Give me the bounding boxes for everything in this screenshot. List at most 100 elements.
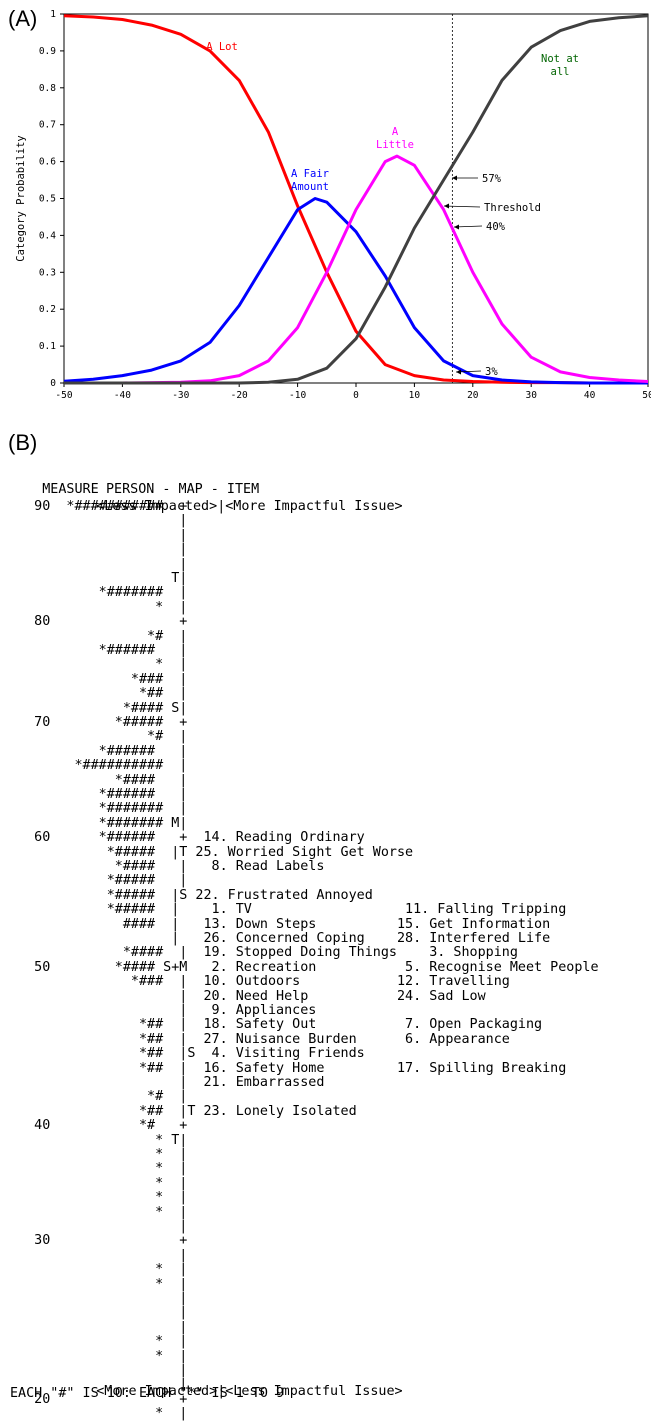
- less-impactful-label: <Less Impactful Issue>: [225, 1384, 403, 1400]
- map-row: | 9. Appliances: [10, 1003, 317, 1018]
- arrowhead-icon: [456, 369, 461, 375]
- map-title-row: MEASURE PERSON - MAP - ITEM: [10, 470, 259, 510]
- map-row: 90 *########### +: [10, 499, 188, 514]
- series-label: Little: [376, 139, 414, 151]
- map-row: |: [10, 1319, 188, 1335]
- map-title: PERSON - MAP - ITEM: [106, 482, 260, 498]
- y-tick-label: 1: [50, 9, 56, 20]
- map-row: 80 +: [10, 614, 188, 630]
- map-row: |: [10, 1305, 188, 1321]
- map-row: *#### |: [10, 772, 188, 788]
- map-row: 30 +: [10, 1233, 188, 1249]
- series-line: [64, 154, 649, 385]
- panel-b-label: (B): [8, 430, 38, 455]
- map-row: * |: [10, 657, 188, 673]
- series-line: [63, 197, 648, 385]
- map-row: | 26. Concerned Coping 28. Interfered Li…: [10, 931, 551, 946]
- x-tick-label: -50: [55, 390, 72, 401]
- map-row: *## | 18. Safety Out 7. Open Packaging: [10, 1017, 543, 1033]
- map-row: 70 *##### +: [10, 715, 188, 730]
- y-tick-label: 0: [50, 378, 56, 389]
- map-row: *## |T 23. Lonely Isolated: [10, 1103, 357, 1119]
- x-tick-label: 10: [409, 390, 421, 401]
- series-label: A Lot: [206, 41, 238, 53]
- arrowhead-icon: [444, 203, 449, 209]
- map-row: |: [10, 1363, 188, 1378]
- map-row: 40 *# +: [10, 1118, 188, 1134]
- map-row: *## |: [10, 686, 188, 702]
- map-row: 50 *#### S+M 2. Recreation 5. Recognise …: [10, 959, 599, 975]
- y-axis-label: Category Probability: [15, 135, 27, 261]
- map-row: * |: [10, 1175, 188, 1191]
- map-row: * |: [10, 1147, 188, 1162]
- map-row: * |: [10, 1262, 188, 1278]
- y-tick-label: 0.6: [39, 157, 56, 168]
- map-footer: <More Impacted>|<Less Impactful Issue>: [96, 1384, 403, 1400]
- map-legend: EACH "#" IS 10: EACH "*" IS 1 TO 9: [10, 1386, 285, 1401]
- less-impacted-label: <Less Impacted>: [96, 499, 218, 515]
- map-row: |: [10, 542, 188, 558]
- map-row: *####### |: [10, 801, 188, 817]
- y-tick-label: 0.4: [39, 230, 56, 241]
- arrowhead-icon: [454, 224, 459, 230]
- map-row: *##### |T 25. Worried Sight Get Worse: [10, 844, 414, 860]
- y-tick-label: 0.7: [39, 120, 56, 131]
- map-row: *#### | 8. Read Labels: [10, 859, 325, 874]
- map-row: | 21. Embarrassed: [10, 1075, 325, 1090]
- map-row: * T|: [10, 1132, 188, 1148]
- map-row: * |: [10, 1204, 188, 1220]
- y-tick-label: 0.5: [39, 194, 56, 205]
- x-tick-label: -30: [172, 390, 189, 401]
- map-row: |: [10, 556, 188, 572]
- icc-chart: 0 0.1 0.2 0.3 0.4 0.5 0.6 0.7 0.8 0.9 1 -50 -40 -30 -2…: [15, 9, 651, 401]
- map-row: *### |: [10, 671, 188, 687]
- y-tick-label: 0.2: [39, 304, 56, 315]
- map-row: T|: [10, 571, 188, 586]
- map-row: *####### M|: [10, 815, 188, 831]
- map-row: *# |: [10, 1089, 188, 1105]
- map-row: |: [10, 1247, 188, 1263]
- x-tick-label: -20: [231, 390, 248, 401]
- x-tick-label: 0: [353, 390, 359, 401]
- map-row: *# |: [10, 729, 188, 745]
- map-row: #### | 13. Down Steps 15. Get Informatio…: [10, 916, 551, 932]
- map-row: * |: [10, 1190, 188, 1206]
- map-row: * |: [10, 1348, 188, 1364]
- map-row: *#### | 19. Stopped Doing Things 3. Shop…: [10, 945, 518, 961]
- map-row: *#### S|: [10, 700, 188, 716]
- annotation-arrow: [443, 205, 481, 208]
- annotation-label: 40%: [486, 221, 506, 233]
- map-row: *##### |: [10, 873, 188, 889]
- series-label: A Fair: [291, 168, 329, 180]
- map-row: *###### |: [10, 643, 188, 658]
- map-row: *##### |S 22. Frustrated Annoyed: [10, 887, 373, 903]
- arrowhead-icon: [452, 175, 457, 181]
- series-line: [64, 14, 649, 385]
- x-tick-label: 30: [525, 390, 537, 401]
- map-row: 60 *###### + 14. Reading Ordinary: [10, 830, 365, 846]
- map-row: *########## |: [10, 758, 188, 774]
- x-tick-label: -40: [114, 390, 131, 401]
- map-row: *###### |: [10, 743, 188, 759]
- x-tick-label: -10: [289, 390, 306, 401]
- map-row: |: [10, 1219, 188, 1234]
- x-tick-label: 20: [467, 390, 479, 401]
- y-tick-label: 0.1: [39, 341, 56, 352]
- map-row: |: [10, 527, 188, 543]
- series-label: Amount: [291, 181, 329, 193]
- map-row: |: [10, 513, 188, 529]
- map-row: *###### |: [10, 787, 188, 802]
- map-row: *### | 10. Outdoors 12. Travelling: [10, 974, 510, 990]
- map-subheader: <Less Impacted>|<More Impactful Issue>: [96, 499, 403, 515]
- panel-a-label: (A): [8, 6, 38, 31]
- annotation-label: 57%: [482, 173, 502, 185]
- x-tick-label: 40: [584, 390, 596, 401]
- map-row: *# |: [10, 628, 188, 644]
- series-label: A: [392, 126, 399, 138]
- y-tick-label: 0.3: [39, 267, 56, 278]
- map-row: * |: [10, 1161, 188, 1177]
- series-label: Not at: [541, 53, 579, 65]
- measure-header: MEASURE: [42, 482, 99, 498]
- series-label: all: [551, 66, 570, 78]
- map-row: | 20. Need Help 24. Sad Low: [10, 988, 486, 1004]
